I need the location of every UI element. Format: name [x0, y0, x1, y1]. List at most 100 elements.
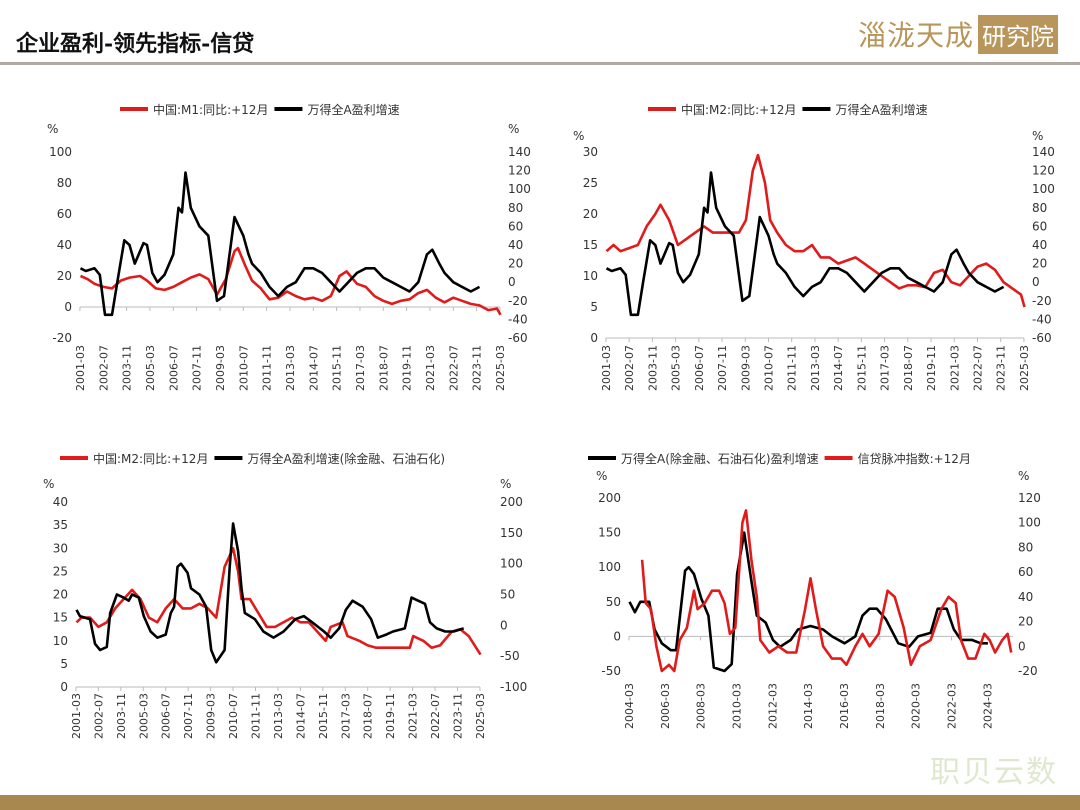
left-tick-label: 5 [60, 657, 68, 671]
right-tick-label: 100 [1032, 182, 1055, 196]
x-tick-label: 2021-03 [407, 693, 420, 739]
left-tick-label: 5 [590, 300, 598, 314]
right-axis-unit: % [500, 477, 511, 491]
left-tick-label: 200 [598, 491, 621, 505]
x-tick-label: 2022-03 [945, 683, 958, 729]
x-tick-label: 2006-03 [659, 683, 672, 729]
x-tick-label: 2011-11 [249, 693, 262, 739]
x-tick-label: 2017-03 [879, 345, 892, 391]
left-tick-label: 0 [590, 331, 598, 345]
chart-4: 万得全A(除金融、石油石化)盈利增速 信贷脉冲指数:+12月% %200150100… [588, 451, 1041, 729]
x-tick-label: 2009-03 [214, 345, 227, 391]
right-tick-label: 100 [500, 557, 523, 571]
left-tick-label: 15 [583, 238, 598, 252]
legend-label: 信贷脉冲指数:+12月 [858, 451, 971, 466]
right-tick-label: 150 [500, 526, 523, 540]
series-line-2 [75, 522, 465, 664]
left-tick-label: 35 [53, 518, 68, 532]
left-tick-label: 10 [583, 269, 598, 283]
right-tick-label: 120 [508, 164, 531, 178]
left-tick-label: 20 [57, 269, 72, 283]
x-tick-label: 2010-07 [762, 345, 775, 391]
left-axis-unit: % [596, 469, 607, 483]
right-tick-label: -40 [1032, 312, 1052, 326]
right-tick-label: 60 [1018, 565, 1033, 579]
left-tick-label: 25 [53, 564, 68, 578]
series-line-1 [628, 531, 988, 673]
x-tick-label: 2018-07 [902, 345, 915, 391]
left-tick-label: 25 [583, 176, 598, 190]
x-tick-label: 2006-07 [693, 345, 706, 391]
x-tick-label: 2013-03 [284, 345, 297, 391]
x-tick-label: 2005-03 [137, 693, 150, 739]
legend-label: 中国:M2:同比:+12月 [681, 102, 796, 117]
legend-label: 中国:M1:同比:+12月 [153, 102, 268, 117]
series-line-2 [605, 171, 1005, 317]
left-tick-label: -50 [601, 664, 621, 678]
right-tick-label: 200 [500, 495, 523, 509]
right-tick-label: 60 [508, 219, 523, 233]
legend-label: 万得全A盈利增速(除金融、石油石化) [247, 451, 445, 466]
x-tick-label: 2021-03 [948, 345, 961, 391]
right-tick-label: 60 [1032, 219, 1047, 233]
x-tick-label: 2018-07 [377, 345, 390, 391]
x-tick-label: 2006-07 [167, 345, 180, 391]
x-tick-label: 2014-07 [294, 693, 307, 739]
x-tick-label: 2025-03 [474, 693, 487, 739]
left-tick-label: 50 [606, 595, 621, 609]
x-tick-label: 2011-11 [786, 345, 799, 391]
x-tick-label: 2007-11 [191, 345, 204, 391]
x-tick-label: 2021-03 [424, 345, 437, 391]
right-tick-label: -100 [500, 680, 527, 694]
right-tick-label: 20 [508, 257, 523, 271]
x-tick-label: 2011-11 [261, 345, 274, 391]
chart-1: 中国:M1:同比:+12月 万得全A盈利增速% % 100 80 60 40 20 0 -20 14… [47, 102, 531, 391]
x-tick-label: 2007-11 [716, 345, 729, 391]
x-tick-label: 2017-03 [339, 693, 352, 739]
x-tick-label: 2019-11 [401, 345, 414, 391]
x-tick-label: 2009-03 [739, 345, 752, 391]
left-tick-label: 30 [583, 145, 598, 159]
left-tick-label: 150 [598, 526, 621, 540]
logo-box: 研究院 [978, 14, 1058, 54]
right-tick-label: 20 [1018, 615, 1033, 629]
right-tick-label: -20 [1032, 294, 1052, 308]
x-tick-label: 2010-07 [237, 345, 250, 391]
x-tick-label: 2023-11 [451, 693, 464, 739]
header-divider [0, 62, 1080, 65]
series-line-1 [605, 153, 1026, 308]
x-tick-label: 2008-03 [695, 683, 708, 729]
x-tick-label: 2019-11 [925, 345, 938, 391]
right-tick-label: 0 [500, 618, 508, 632]
right-tick-label: 120 [1018, 491, 1041, 505]
left-tick-label: 40 [53, 495, 68, 509]
x-tick-label: 2014-03 [802, 683, 815, 729]
x-tick-label: 2014-07 [307, 345, 320, 391]
x-tick-label: 2023-11 [995, 345, 1008, 391]
right-tick-label: 100 [1018, 516, 1041, 530]
left-axis-unit: % [573, 129, 584, 143]
brand-logo: 淄泷天成 研究院 [858, 14, 1058, 54]
left-tick-label: 10 [53, 634, 68, 648]
x-tick-label: 2015-11 [317, 693, 330, 739]
series-line-2 [640, 509, 1013, 673]
series-line-2 [79, 171, 481, 317]
left-tick-label: 100 [598, 560, 621, 574]
x-tick-label: 2003-11 [646, 345, 659, 391]
x-tick-label: 2019-11 [384, 693, 397, 739]
x-tick-label: 2025-03 [494, 345, 507, 391]
x-tick-label: 2014-07 [832, 345, 845, 391]
x-tick-label: 2003-11 [115, 693, 128, 739]
right-tick-label: 0 [1018, 639, 1026, 653]
left-axis-unit: % [47, 122, 58, 136]
x-tick-label: 2013-03 [272, 693, 285, 739]
right-tick-label: 80 [1018, 540, 1033, 554]
left-axis-unit: % [43, 477, 54, 491]
x-tick-label: 2001-03 [74, 345, 87, 391]
x-tick-label: 2010-03 [730, 683, 743, 729]
right-tick-label: -60 [1032, 331, 1052, 345]
x-tick-label: 2012-03 [766, 683, 779, 729]
left-tick-label: 15 [53, 611, 68, 625]
x-tick-label: 2004-03 [623, 683, 636, 729]
